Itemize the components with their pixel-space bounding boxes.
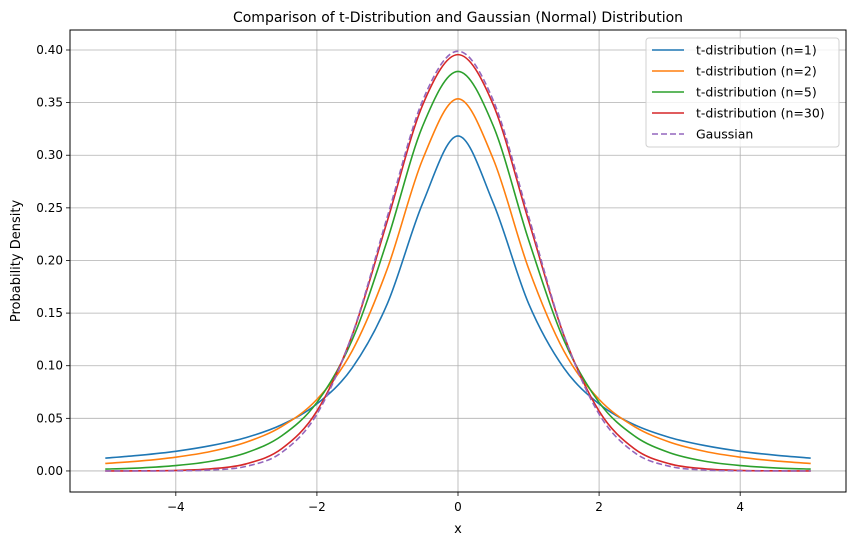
chart-title: Comparison of t-Distribution and Gaussia… [233,10,683,26]
x-tick-label: 2 [595,500,603,514]
x-tick-label: −4 [167,500,185,514]
y-tick-label: 0.10 [36,359,63,373]
y-tick-label: 0.00 [36,464,63,478]
y-axis-label: Probability Density [9,200,24,323]
y-tick-label: 0.20 [36,253,63,267]
x-tick-label: 4 [736,500,744,514]
y-tick-label: 0.05 [36,411,63,425]
series-line-gaussian [105,50,811,472]
series-line-t-distribution-n-30- [105,53,811,472]
series-line-t-distribution-n-1- [105,135,811,459]
legend-label: t-distribution (n=30) [696,106,825,121]
ticks: −4 −2 0 2 4 0.00 0.05 0.10 0.15 0.20 0.25 0.30 0.35 0… [36,43,744,514]
series-line-t-distribution-n-2- [105,98,811,465]
y-tick-label: 0.35 [36,96,63,110]
y-tick-label: 0.15 [36,306,63,320]
legend-label: t-distribution (n=1) [696,43,817,58]
legend-label: t-distribution (n=5) [696,85,817,100]
x-tick-label: −2 [308,500,326,514]
x-tick-label: 0 [454,500,462,514]
y-tick-label: 0.40 [36,43,63,57]
y-tick-label: 0.30 [36,148,63,162]
x-axis-label: x [454,522,462,537]
plot-lines [105,50,811,472]
series-line-t-distribution-n-5- [105,70,811,470]
legend-label: Gaussian [696,127,753,142]
legend: t-distribution (n=1) t-distribution (n=2)… [645,37,840,148]
y-tick-label: 0.25 [36,201,63,215]
legend-label: t-distribution (n=2) [696,64,817,79]
legend-box [645,37,840,148]
